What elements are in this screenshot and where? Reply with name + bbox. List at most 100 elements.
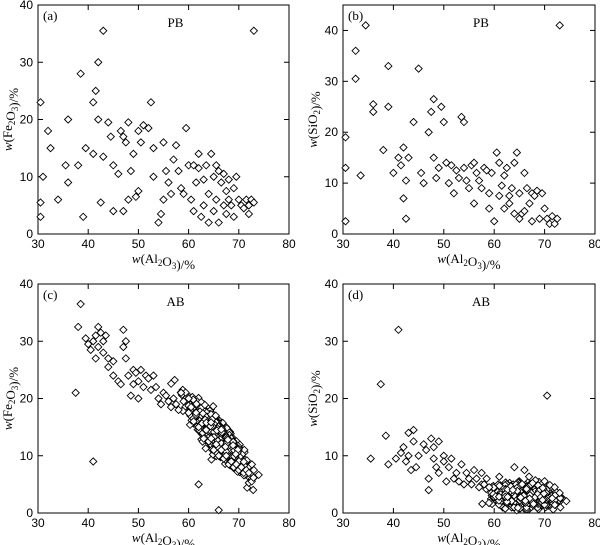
data-point bbox=[231, 449, 241, 459]
data-point bbox=[73, 322, 83, 332]
data-point bbox=[396, 161, 406, 170]
data-point bbox=[154, 218, 163, 227]
data-point bbox=[555, 488, 564, 498]
x-tick-label: 50 bbox=[132, 237, 146, 251]
data-point bbox=[351, 46, 360, 56]
data-point bbox=[171, 399, 181, 409]
data-point bbox=[186, 402, 196, 412]
data-point bbox=[204, 218, 213, 227]
data-point bbox=[434, 437, 443, 446]
plot-frame bbox=[342, 4, 596, 235]
data-point bbox=[444, 178, 454, 188]
data-point bbox=[217, 425, 226, 434]
data-point bbox=[201, 425, 211, 435]
data-point bbox=[424, 127, 433, 137]
data-point bbox=[139, 382, 148, 392]
data-point bbox=[459, 163, 469, 173]
data-point bbox=[437, 102, 446, 112]
data-point bbox=[444, 462, 454, 472]
data-point bbox=[419, 440, 428, 449]
data-point bbox=[199, 175, 208, 184]
data-point bbox=[104, 118, 113, 127]
data-point bbox=[209, 206, 218, 216]
data-point bbox=[169, 155, 178, 164]
y-tick-label: 20 bbox=[20, 392, 34, 406]
data-point bbox=[179, 189, 188, 199]
data-point bbox=[469, 158, 479, 167]
data-point bbox=[432, 462, 441, 472]
data-point bbox=[121, 354, 131, 363]
data-point bbox=[169, 394, 178, 403]
data-point bbox=[361, 21, 370, 30]
data-point bbox=[94, 58, 103, 67]
data-point bbox=[401, 176, 411, 185]
x-tick-label: 40 bbox=[82, 516, 96, 530]
panel-title: PB bbox=[168, 15, 184, 30]
data-point bbox=[214, 451, 223, 460]
panel-letter: (b) bbox=[348, 8, 363, 23]
y-tick-label: 40 bbox=[20, 277, 34, 291]
data-point bbox=[46, 143, 55, 153]
data-point bbox=[449, 474, 459, 483]
data-point bbox=[146, 385, 156, 395]
y-tick-label: 30 bbox=[20, 334, 34, 348]
data-point bbox=[239, 457, 249, 467]
data-point bbox=[351, 74, 360, 84]
data-point bbox=[106, 132, 116, 141]
x-tick-label: 40 bbox=[82, 237, 96, 251]
data-point bbox=[109, 357, 118, 366]
data-point bbox=[484, 204, 494, 213]
data-point bbox=[542, 391, 552, 400]
data-point bbox=[109, 206, 118, 216]
data-point bbox=[88, 98, 98, 107]
x-axis-label: w(Al2O3)/% bbox=[437, 530, 500, 545]
data-point bbox=[411, 462, 421, 472]
y-axis-label: w(Fe2O3)/% bbox=[0, 88, 21, 151]
data-point bbox=[341, 163, 350, 173]
y-tick-label: 40 bbox=[325, 23, 339, 37]
data-point bbox=[73, 161, 83, 170]
data-point bbox=[401, 457, 411, 466]
x-tick-label: 60 bbox=[182, 237, 196, 251]
data-point bbox=[424, 485, 433, 495]
data-point bbox=[389, 168, 398, 178]
y-axis-label: w(SiO2)/% bbox=[305, 370, 323, 427]
data-point bbox=[249, 473, 258, 482]
data-point bbox=[214, 166, 223, 176]
data-point bbox=[211, 440, 221, 449]
data-point bbox=[91, 331, 100, 340]
data-point bbox=[149, 143, 158, 153]
x-tick-label: 80 bbox=[588, 237, 600, 251]
data-point bbox=[439, 457, 449, 466]
data-point bbox=[495, 481, 504, 491]
data-point bbox=[429, 442, 438, 452]
data-point bbox=[219, 201, 228, 210]
data-point bbox=[381, 431, 391, 440]
data-point bbox=[171, 141, 181, 150]
data-point bbox=[186, 195, 196, 204]
data-point bbox=[184, 394, 193, 403]
data-point bbox=[452, 166, 461, 175]
data-point bbox=[539, 489, 549, 498]
data-point bbox=[537, 189, 547, 198]
data-point bbox=[149, 371, 158, 380]
x-tick-label: 50 bbox=[132, 516, 146, 530]
data-point bbox=[91, 86, 100, 96]
data-point bbox=[131, 368, 141, 377]
panel-1: 30 40 50 60 70 80 0 10 20 30 40 (b) PB w(Al2O3)/% w(Si… bbox=[305, 4, 600, 272]
data-point bbox=[189, 417, 198, 426]
data-point bbox=[254, 470, 263, 480]
data-point bbox=[43, 126, 53, 136]
data-point bbox=[96, 328, 105, 337]
data-point bbox=[86, 345, 95, 355]
data-point bbox=[399, 194, 408, 203]
data-point bbox=[223, 435, 233, 445]
data-point bbox=[63, 178, 73, 187]
data-point bbox=[505, 199, 514, 208]
data-point bbox=[505, 191, 514, 201]
data-point bbox=[556, 503, 565, 512]
data-point bbox=[164, 178, 173, 187]
data-point bbox=[248, 485, 258, 495]
data-point bbox=[459, 117, 469, 127]
x-tick-label: 40 bbox=[387, 516, 401, 530]
